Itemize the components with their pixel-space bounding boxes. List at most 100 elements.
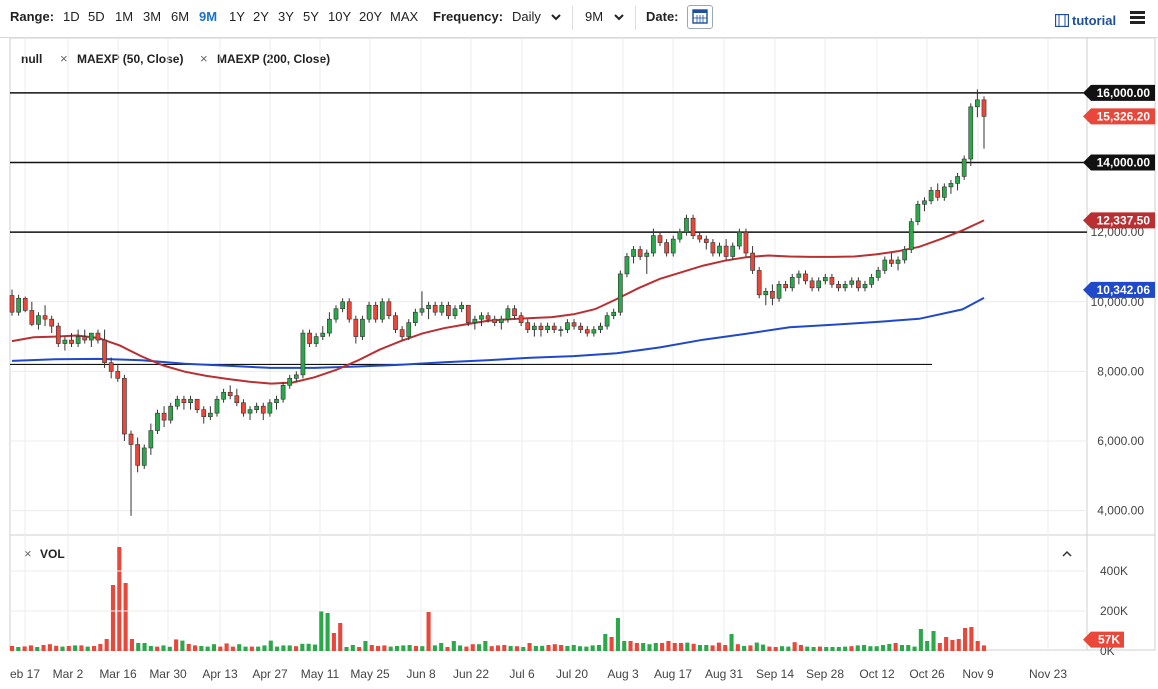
range-3y[interactable]: 3Y <box>278 9 294 24</box>
candle-body <box>591 329 597 334</box>
range-6m[interactable]: 6M <box>171 9 190 24</box>
tutorial-icon[interactable] <box>1055 14 1069 27</box>
volume-bar <box>344 647 349 651</box>
calendar-button[interactable] <box>687 5 713 29</box>
candle-body <box>763 291 769 296</box>
range-1d[interactable]: 1D <box>63 9 80 24</box>
range-3m[interactable]: 3M <box>143 9 162 24</box>
volume-bar <box>451 641 456 651</box>
volume-bar <box>155 646 160 651</box>
candle-body <box>406 322 412 337</box>
candle-body <box>657 235 663 243</box>
candle-body <box>260 405 266 414</box>
volume-bar <box>565 646 570 651</box>
candle-body <box>684 217 689 233</box>
volume-bar <box>540 645 545 651</box>
x-tick-label: Jun 22 <box>453 667 489 681</box>
volume-bar <box>66 646 71 651</box>
volume-bar <box>249 646 254 651</box>
volume-bar <box>174 639 179 651</box>
x-tick-label: Oct 12 <box>859 667 895 681</box>
price-chart[interactable]: eb 17 Mar 2 Mar 16 Mar 30 Apr 13 Apr 27 May 11… <box>0 38 1158 689</box>
range-10y[interactable]: 10Y <box>328 9 352 24</box>
volume-bar <box>843 646 848 651</box>
candle-body <box>703 238 709 243</box>
candle-body <box>624 256 630 275</box>
x-tick-label: Nov 23 <box>1029 667 1067 681</box>
range-5d[interactable]: 5D <box>88 9 105 24</box>
price-tag: 12,337.50 <box>1083 212 1155 229</box>
y-tick-label: 10,000.00 <box>1091 295 1145 309</box>
price-tag-label: 10,342.06 <box>1097 283 1151 297</box>
volume-bar <box>388 646 393 651</box>
price-tag: 16,000.00 <box>1083 84 1155 101</box>
volume-bar <box>817 646 822 651</box>
volume-bar <box>54 645 59 651</box>
ma50-line <box>11 219 985 385</box>
candle-body <box>122 378 127 435</box>
volume-tag-label: 57K <box>1098 633 1120 647</box>
range-1y[interactable]: 1Y <box>229 9 245 24</box>
remove-ma200-icon[interactable]: × <box>200 51 208 66</box>
range-5y[interactable]: 5Y <box>303 9 319 24</box>
frequency-select[interactable]: Daily <box>512 9 541 24</box>
range-2y[interactable]: 2Y <box>253 9 269 24</box>
candle-body <box>485 315 491 320</box>
range-9m[interactable]: 9M <box>199 9 218 24</box>
volume-bar <box>761 644 766 651</box>
chevron-down-icon[interactable] <box>549 10 563 24</box>
candle-body <box>677 231 683 240</box>
candle-body <box>188 398 193 404</box>
collapse-panel-icon[interactable] <box>1060 548 1074 560</box>
remove-ma50-icon[interactable]: × <box>60 51 68 66</box>
candle-body <box>558 329 564 331</box>
candle-body <box>479 315 484 320</box>
volume-bar <box>647 644 652 651</box>
volume-bar <box>16 647 21 651</box>
volume-bar <box>887 644 892 651</box>
volume-bar <box>950 640 955 651</box>
candle-body <box>379 301 385 320</box>
candle-body <box>776 284 782 299</box>
range-1m[interactable]: 1M <box>115 9 134 24</box>
candle-body <box>241 402 246 414</box>
candle-body <box>862 284 868 289</box>
volume-bar <box>489 646 494 651</box>
candle-body <box>803 273 808 282</box>
menu-icon[interactable] <box>1130 11 1145 24</box>
remove-volume-icon[interactable]: × <box>24 546 32 561</box>
candle-body <box>346 301 352 320</box>
candle-body <box>961 158 967 177</box>
candle-body <box>29 310 35 325</box>
volume-bar <box>129 639 134 651</box>
volume-bar <box>584 646 589 651</box>
period-select[interactable]: 9M <box>585 9 604 24</box>
x-tick-label: Mar 2 <box>53 667 84 681</box>
volume-bar <box>912 646 917 651</box>
candle-body <box>975 99 980 108</box>
candle-body <box>307 332 312 344</box>
candle-body <box>664 242 669 254</box>
range-max[interactable]: MAX <box>390 9 419 24</box>
candle-body <box>889 259 894 264</box>
candle-body <box>756 270 762 296</box>
volume-bar <box>641 643 646 651</box>
x-tick-label: Sep 14 <box>756 667 794 681</box>
candle-body <box>208 412 213 417</box>
candle-body <box>736 231 742 247</box>
range-20y[interactable]: 20Y <box>359 9 383 24</box>
x-tick-label: Apr 27 <box>252 667 288 681</box>
toolbar-divider <box>635 6 636 30</box>
chevron-down-icon[interactable] <box>612 10 626 24</box>
tutorial-link[interactable]: tutorial <box>1072 13 1117 28</box>
volume-bar <box>325 613 330 651</box>
volume-bar <box>710 645 715 651</box>
x-tick-label: May 25 <box>350 667 390 681</box>
volume-bar <box>634 643 639 651</box>
candle-body <box>631 249 636 257</box>
y-tick-label: 8,000.00 <box>1097 364 1144 378</box>
volume-bar <box>880 645 886 651</box>
volume-bar <box>357 647 362 651</box>
volume-bar <box>224 643 229 651</box>
candle-body <box>498 318 504 323</box>
